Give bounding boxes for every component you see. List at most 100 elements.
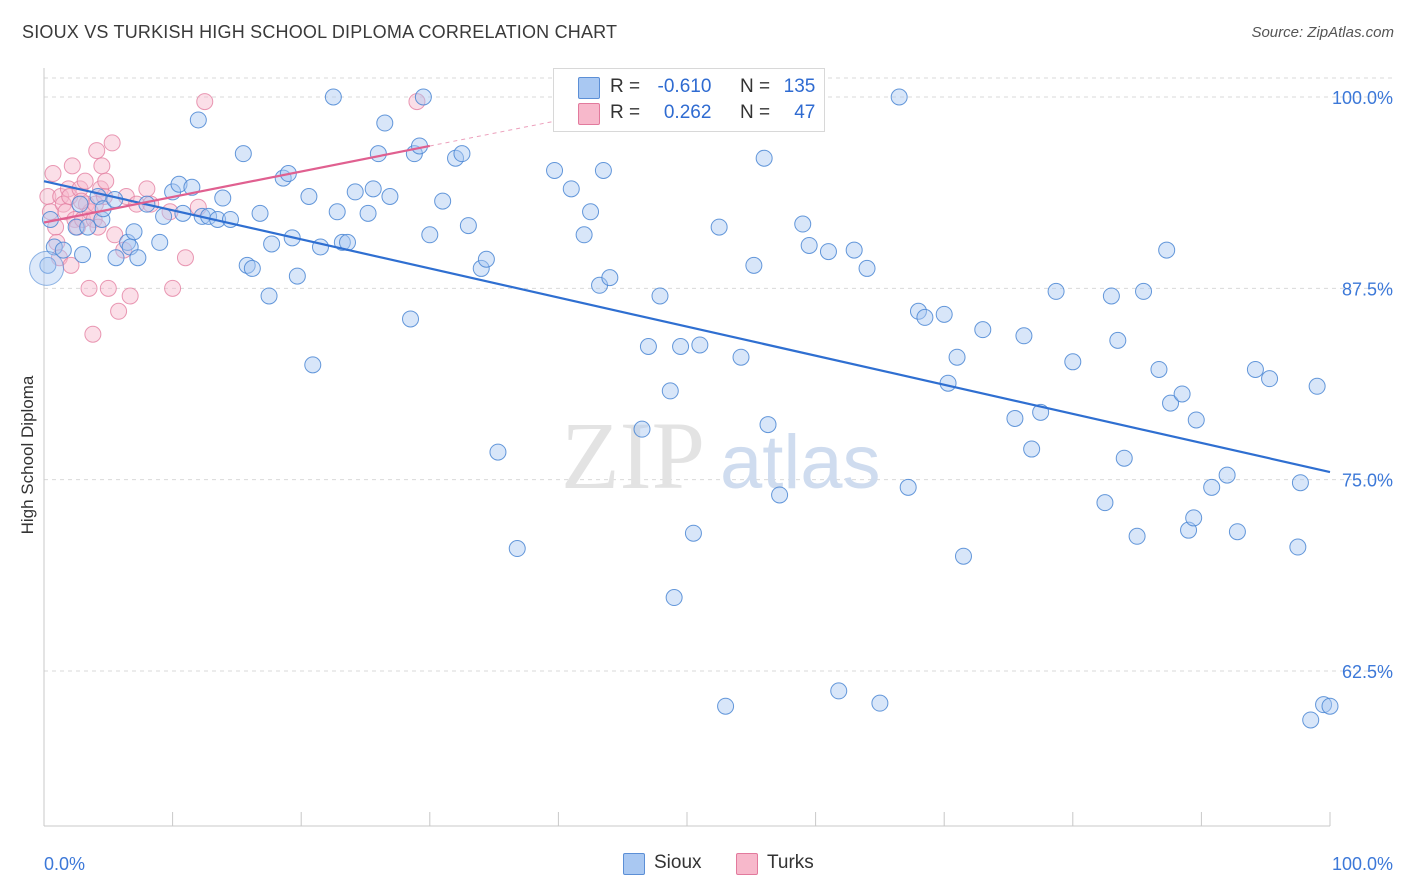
sioux-point <box>39 256 57 274</box>
sioux-point <box>1023 440 1041 458</box>
sioux-point <box>71 195 89 213</box>
sioux-point <box>260 287 278 305</box>
sioux-point <box>1006 409 1024 427</box>
turks-point <box>93 157 111 175</box>
sioux-point <box>1187 411 1205 429</box>
legend-n-label: N = <box>739 102 771 123</box>
chart-title: SIOUX VS TURKISH HIGH SCHOOL DIPLOMA COR… <box>22 22 618 42</box>
legend-r-value-turks: 0.262 <box>663 102 712 123</box>
sioux-point <box>300 187 318 205</box>
turks-point <box>110 302 128 320</box>
sioux-point <box>909 302 927 320</box>
sioux-point <box>45 238 63 256</box>
sioux-point <box>575 226 593 244</box>
sioux-point <box>477 250 495 268</box>
x-tick-label: 100.0% <box>1332 854 1393 874</box>
sioux-point <box>1064 353 1082 371</box>
turks-point <box>44 165 62 183</box>
series-swatch-sioux <box>623 853 645 875</box>
sioux-point <box>871 694 889 712</box>
source-label: Source: ZipAtlas.com <box>1251 24 1394 41</box>
sioux-point <box>819 243 837 261</box>
sioux-point <box>508 540 526 558</box>
axes <box>43 68 1331 827</box>
sioux-point <box>324 88 342 106</box>
sioux-point <box>661 382 679 400</box>
sioux-point <box>359 204 377 222</box>
tick-labels: 62.5% 75.0% 87.5% 100.0% 0.0% 100.0% <box>44 88 1393 874</box>
legend-r-value-sioux: -0.610 <box>657 76 712 97</box>
sioux-point <box>1185 509 1203 527</box>
sioux-point <box>263 235 281 253</box>
sioux-point <box>376 114 394 132</box>
sioux-point <box>1173 385 1191 403</box>
sioux-point <box>369 145 387 163</box>
turks-point <box>76 172 94 190</box>
sioux-point <box>684 524 702 542</box>
sioux-point <box>453 145 471 163</box>
legend-swatch-turks <box>578 103 600 125</box>
sioux-point <box>328 203 346 221</box>
sioux-point <box>1115 449 1133 467</box>
sioux-point <box>125 223 143 241</box>
sioux-point <box>1289 538 1307 556</box>
sioux-point <box>755 149 773 167</box>
sioux-point <box>759 416 777 434</box>
turks-point <box>80 279 98 297</box>
sioux-point <box>1015 327 1033 345</box>
sioux-point <box>402 310 420 328</box>
sioux-point <box>745 256 763 274</box>
watermark: ZIP atlas <box>561 402 881 509</box>
grid-lines <box>44 77 1392 672</box>
sioux-point <box>333 233 351 251</box>
sioux-trend-line <box>43 180 1331 474</box>
sioux-point <box>1321 697 1339 715</box>
turks-point <box>176 249 194 267</box>
sioux-point <box>1102 287 1120 305</box>
sioux-point <box>974 321 992 339</box>
sioux-point <box>858 259 876 277</box>
turks-point <box>89 218 107 236</box>
sioux-point <box>1228 523 1246 541</box>
correlation-legend: R = -0.610 N = 135 R = 0.262 N = 47 <box>553 68 825 132</box>
series-label-sioux: Sioux <box>654 852 702 873</box>
legend-swatch-sioux <box>578 77 600 99</box>
sioux-point <box>1308 377 1326 395</box>
turks-point <box>103 134 121 152</box>
sioux-point <box>830 682 848 700</box>
turks-trend-line <box>43 144 431 224</box>
sioux-point <box>845 241 863 259</box>
legend-n-value-turks: 47 <box>794 102 816 123</box>
sioux-point <box>948 348 966 366</box>
sioux-point <box>1162 394 1180 412</box>
sioux-point <box>916 308 934 326</box>
sioux-point <box>1203 478 1221 496</box>
sioux-point <box>1218 466 1236 484</box>
legend-n-label: N = <box>739 76 771 97</box>
y-tick-label: 62.5% <box>1342 662 1393 682</box>
watermark-zip: ZIP <box>561 402 705 509</box>
sioux-point <box>562 180 580 198</box>
sioux-point <box>151 233 169 251</box>
sioux-point <box>899 478 917 496</box>
sioux-point <box>54 241 72 259</box>
x-tick-label: 0.0% <box>44 854 85 874</box>
sioux-point <box>234 145 252 163</box>
y-tick-label: 75.0% <box>1342 471 1393 491</box>
series-label-turks: Turks <box>767 852 814 873</box>
sioux-point <box>381 187 399 205</box>
sioux-point <box>732 348 750 366</box>
turks-point <box>63 157 81 175</box>
sioux-point <box>79 218 97 236</box>
sioux-point <box>74 246 92 264</box>
sioux-point <box>672 337 690 355</box>
turks-point <box>164 279 182 297</box>
sioux-point <box>364 180 382 198</box>
turks-point <box>84 325 102 343</box>
legend-n-value-sioux: 135 <box>783 76 816 97</box>
sioux-point <box>155 207 173 225</box>
sioux-point <box>29 250 65 286</box>
sioux-point <box>1135 282 1153 300</box>
sioux-point <box>251 204 269 222</box>
